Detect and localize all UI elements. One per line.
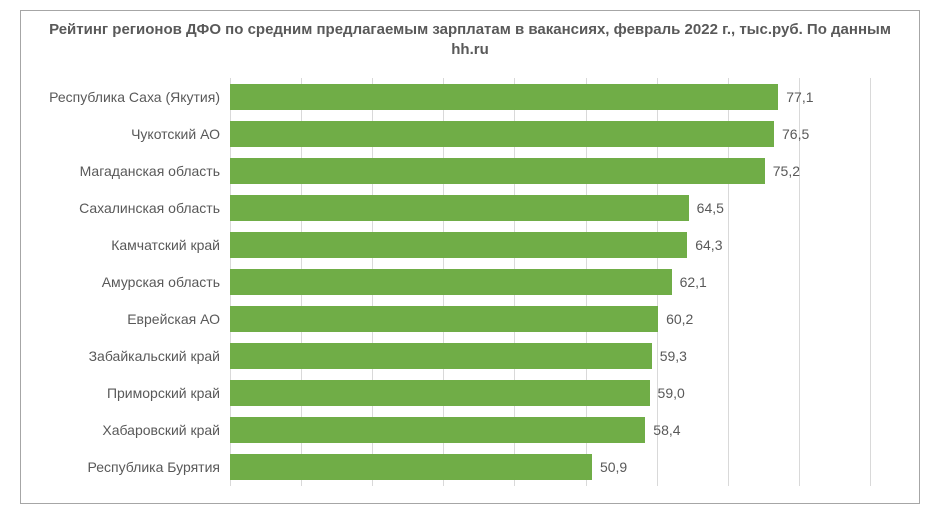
- chart-container: Рейтинг регионов ДФО по средним предлага…: [0, 0, 940, 514]
- category-label: Забайкальский край: [89, 343, 220, 369]
- bar: 59,0: [230, 380, 650, 406]
- category-label: Хабаровский край: [102, 417, 220, 443]
- bar-value-label: 76,5: [782, 121, 809, 147]
- category-label: Камчатский край: [111, 232, 220, 258]
- bar-value-label: 77,1: [786, 84, 813, 110]
- category-label: Чукотский АО: [131, 121, 220, 147]
- category-label: Еврейская АО: [127, 306, 220, 332]
- chart-title: Рейтинг регионов ДФО по средним предлага…: [40, 20, 900, 61]
- grid-line: [870, 78, 871, 486]
- bar: 64,5: [230, 195, 689, 221]
- bar-value-label: 75,2: [773, 158, 800, 184]
- bar: 50,9: [230, 454, 592, 480]
- bar-row: Забайкальский край59,3: [230, 343, 870, 369]
- bar-row: Амурская область62,1: [230, 269, 870, 295]
- category-label: Республика Бурятия: [88, 454, 220, 480]
- bar-value-label: 60,2: [666, 306, 693, 332]
- bar-row: Магаданская область75,2: [230, 158, 870, 184]
- bar: 58,4: [230, 417, 645, 443]
- bar: 77,1: [230, 84, 778, 110]
- category-label: Амурская область: [102, 269, 220, 295]
- bar-value-label: 59,3: [660, 343, 687, 369]
- bar: 62,1: [230, 269, 672, 295]
- bar-row: Еврейская АО60,2: [230, 306, 870, 332]
- bar: 64,3: [230, 232, 687, 258]
- bar-value-label: 59,0: [658, 380, 685, 406]
- bar-row: Сахалинская область64,5: [230, 195, 870, 221]
- bar: 60,2: [230, 306, 658, 332]
- bar-row: Чукотский АО76,5: [230, 121, 870, 147]
- bar: 59,3: [230, 343, 652, 369]
- bar-value-label: 64,5: [697, 195, 724, 221]
- plot-area: Республика Саха (Якутия)77,1 Чукотский АО…: [230, 78, 870, 486]
- category-label: Магаданская область: [80, 158, 220, 184]
- bar-row: Республика Бурятия50,9: [230, 454, 870, 480]
- bar: 75,2: [230, 158, 765, 184]
- bar-row: Республика Саха (Якутия)77,1: [230, 84, 870, 110]
- category-label: Приморский край: [107, 380, 220, 406]
- bar-value-label: 64,3: [695, 232, 722, 258]
- bar-value-label: 58,4: [653, 417, 680, 443]
- category-label: Республика Саха (Якутия): [49, 84, 220, 110]
- bar-value-label: 62,1: [680, 269, 707, 295]
- bar-value-label: 50,9: [600, 454, 627, 480]
- category-label: Сахалинская область: [79, 195, 220, 221]
- bar-row: Приморский край59,0: [230, 380, 870, 406]
- bar: 76,5: [230, 121, 774, 147]
- bar-row: Хабаровский край58,4: [230, 417, 870, 443]
- bars-group: Республика Саха (Якутия)77,1 Чукотский АО…: [230, 78, 870, 486]
- bar-row: Камчатский край64,3: [230, 232, 870, 258]
